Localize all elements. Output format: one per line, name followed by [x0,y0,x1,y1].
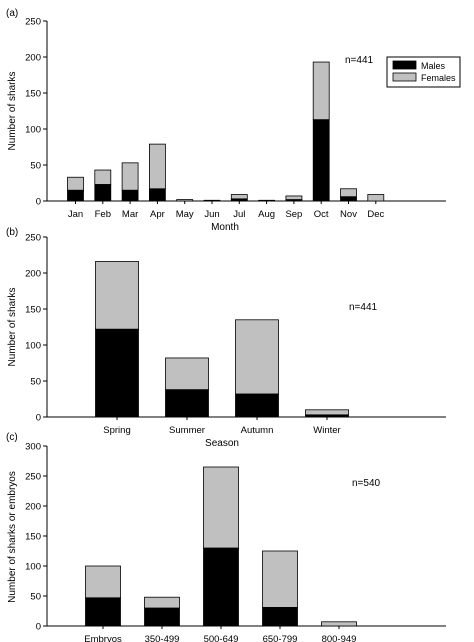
bar-females [230,194,248,200]
panel-c-sample-size: n=540 [352,478,381,489]
legend: Males Females [386,56,461,88]
x-tick-label: Apr [150,209,165,220]
bar-females [94,169,112,185]
x-tick-label: Dec [367,209,384,220]
panel-b: (b) Number of sharks Season n=441 0 50 100… [6,227,446,449]
x-tick-label: Sep [285,209,302,220]
bar-females [148,143,166,190]
bar-females [203,466,239,549]
x-tick-label: Jan [68,209,83,220]
x-tick-label: Mar [122,209,138,220]
bar-males [144,607,180,627]
panel-c-letter: (c) [6,432,18,443]
panel-c-ylabel: Number of sharks or embryos [7,471,18,603]
bar-males [165,389,209,418]
y-tick-label: 250 [25,233,41,244]
bar-females [285,195,303,200]
x-tick-label: 350-499 [145,634,180,642]
panel-c-plot: 0 50 100 150 200 250 300 Embryos 350-499 500-649 6… [25,442,446,642]
panel-b-ylabel: Number of sharks [7,288,18,367]
panel-b-xlabel: Season [205,438,239,449]
x-tick-label: Nov [340,209,357,220]
y-tick-label: 200 [25,502,41,513]
y-tick-label: 150 [25,532,41,543]
bar-males [121,189,139,202]
y-tick-label: 250 [25,17,41,28]
y-tick-label: 200 [25,53,41,64]
x-tick-label: Summer [169,425,205,436]
legend-swatch-males [392,60,417,70]
x-tick-label: Embryos [84,634,122,642]
y-tick-label: 0 [36,197,41,208]
bar-females [340,188,357,198]
y-tick-label: 50 [30,377,41,388]
bar-females [312,61,330,121]
panel-a: (a) Number of sharks Month n=441 Males F… [6,8,461,233]
bar-females [367,194,385,202]
bar-males [235,393,279,418]
y-tick-label: 200 [25,269,41,280]
y-tick-label: 0 [36,622,41,633]
x-tick-label: Spring [103,425,130,436]
bar-males [95,328,139,418]
x-tick-label: 800-949 [322,634,357,642]
bar-males [85,597,121,627]
y-tick-label: 100 [25,562,41,573]
bar-females [203,199,221,202]
bar-females [321,621,357,627]
bar-females [67,176,84,191]
y-tick-label: 150 [25,305,41,316]
y-tick-label: 0 [36,413,41,424]
y-tick-label: 300 [25,442,41,453]
legend-swatch-females [392,72,417,82]
bar-females [262,550,298,608]
panel-a-sample-size: n=441 [345,55,374,66]
bar-males [94,184,112,202]
x-tick-label: Winter [313,425,340,436]
x-tick-label: Jul [233,209,245,220]
x-tick-label: Jun [204,209,219,220]
x-tick-label: May [176,209,194,220]
x-tick-label: 650-799 [263,634,298,642]
bar-males [340,196,357,202]
bar-males [67,189,84,202]
panel-b-sample-size: n=441 [349,302,378,313]
bar-females [95,261,139,330]
y-tick-label: 250 [25,472,41,483]
panel-a-plot: 0 50 100 150 200 250 Jan Feb Mar Apr May Jun Jul Aug S… [25,17,446,220]
bar-males [203,547,239,627]
bar-females [85,565,121,599]
panel-c: (c) Number of sharks or embryos n=540 0 5… [6,432,446,642]
y-tick-label: 50 [30,592,41,603]
bar-males [262,607,298,627]
legend-label-males: Males [421,61,446,71]
bar-females [121,162,139,191]
bar-females [176,199,194,202]
x-tick-label: Oct [314,209,329,220]
x-tick-label: 500-649 [204,634,239,642]
legend-label-females: Females [421,73,456,83]
bar-males [148,188,166,202]
bar-females [235,319,279,395]
panel-a-ylabel: Number of sharks [7,72,18,151]
panel-b-plot: 0 50 100 150 200 250 Spring Summer Autumn Winter [25,233,446,436]
y-tick-label: 100 [25,341,41,352]
y-tick-label: 50 [30,161,41,172]
y-tick-label: 150 [25,89,41,100]
x-tick-label: Feb [95,209,111,220]
x-tick-label: Autumn [241,425,274,436]
bar-females [305,409,349,416]
panel-b-letter: (b) [6,227,18,238]
bar-males [312,119,330,202]
bar-females [165,357,209,391]
y-tick-label: 100 [25,125,41,136]
panel-a-letter: (a) [6,8,18,19]
x-tick-label: Aug [258,209,275,220]
bar-males [258,199,276,202]
bar-females [144,596,180,609]
panel-a-xlabel: Month [211,222,239,233]
